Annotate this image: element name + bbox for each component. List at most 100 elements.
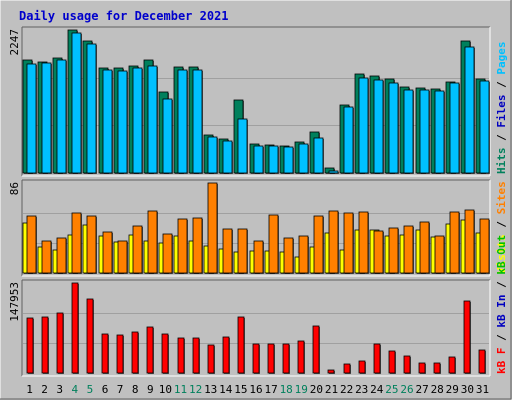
files-bar-day-1 <box>26 63 37 174</box>
legend-entry: kB F <box>495 348 508 375</box>
sites-bar-day-23 <box>358 211 369 274</box>
day-label-22: 22 <box>340 383 353 396</box>
day-label-24: 24 <box>370 383 384 396</box>
kb-f-bar-day-7 <box>116 334 124 374</box>
kb-f-bar-day-6 <box>101 333 109 374</box>
kb-f-bar-day-26 <box>403 355 411 374</box>
legend-entry: Sites <box>495 181 508 214</box>
panel-legend: kB F / kB In / kB Out <box>495 235 508 374</box>
day-label-30: 30 <box>461 383 474 396</box>
files-bar-day-4 <box>71 32 82 174</box>
day-label-27: 27 <box>415 383 428 396</box>
legend-entry: kB In <box>495 295 508 328</box>
kb-f-bar-day-10 <box>161 333 169 374</box>
sites-bar-day-30 <box>464 209 475 274</box>
sites-bar-day-21 <box>328 210 339 274</box>
legend-entry: Visits <box>495 234 508 274</box>
kb-f-bar-day-16 <box>252 343 260 374</box>
sites-bar-day-4 <box>71 212 82 274</box>
day-label-20: 20 <box>310 383 323 396</box>
kb-f-bar-day-22 <box>343 363 351 374</box>
files-bar-day-14 <box>222 140 233 174</box>
kb-f-bar-day-31 <box>478 349 486 374</box>
files-bar-day-7 <box>117 70 128 174</box>
files-bar-day-8 <box>132 67 143 174</box>
sites-bar-day-7 <box>117 240 128 274</box>
sites-bar-day-9 <box>147 210 158 274</box>
files-bar-day-30 <box>464 46 475 174</box>
files-bar-day-12 <box>192 69 203 174</box>
day-label-7: 7 <box>117 383 124 396</box>
legend-entry: / <box>495 128 508 148</box>
files-bar-day-9 <box>147 65 158 174</box>
day-label-6: 6 <box>102 383 109 396</box>
kb-f-bar-day-1 <box>26 317 34 374</box>
sites-bar-day-5 <box>86 215 97 274</box>
kb-f-bar-day-20 <box>312 325 320 374</box>
day-label-26: 26 <box>400 383 413 396</box>
kb-f-bar-day-24 <box>373 343 381 374</box>
kb-f-bar-day-23 <box>358 360 366 374</box>
kb-f-bar-day-13 <box>207 344 215 374</box>
sites-bar-day-13 <box>207 182 218 274</box>
files-bar-day-10 <box>162 98 173 174</box>
kb-f-bar-day-17 <box>267 343 275 374</box>
sites-bar-day-8 <box>132 225 143 274</box>
sites-bar-day-14 <box>222 228 233 274</box>
files-bar-day-19 <box>298 143 309 174</box>
sites-bar-day-20 <box>313 215 324 274</box>
day-label-23: 23 <box>355 383 368 396</box>
day-label-31: 31 <box>476 383 489 396</box>
day-label-16: 16 <box>249 383 262 396</box>
legend-entry: / <box>495 75 508 95</box>
sites-bar-day-18 <box>283 237 294 274</box>
kb-f-bar-day-3 <box>56 312 64 374</box>
kb-f-bar-day-25 <box>388 350 396 374</box>
day-labels: 1 2 3 4 5 6 7 8 9 10 11 12 13 14 15 16 17 18 19 20 21 22 23 24 2… <box>26 383 489 396</box>
files-bar-day-11 <box>177 69 188 174</box>
day-label-18: 18 <box>280 383 293 396</box>
sites-bar-day-29 <box>449 211 460 274</box>
kb-f-bar-day-28 <box>433 362 441 374</box>
kb-f-bar-day-4 <box>71 282 79 374</box>
legend-entry: Pages <box>495 42 508 75</box>
sites-bar-day-17 <box>268 214 279 274</box>
files-bar-day-6 <box>102 69 113 174</box>
files-bar-day-13 <box>207 136 218 174</box>
legend-entry: Files <box>495 95 508 128</box>
sites-bar-day-12 <box>192 217 203 274</box>
files-bar-day-16 <box>253 145 264 174</box>
kb-f-bar-day-29 <box>448 356 456 374</box>
kb-f-bar-day-9 <box>146 326 154 374</box>
sites-bar-day-22 <box>343 212 354 274</box>
files-bar-day-29 <box>449 82 460 174</box>
legend-entry: / <box>495 214 508 234</box>
files-bar-day-2 <box>41 62 52 174</box>
day-label-9: 9 <box>147 383 154 396</box>
sites-bar-day-15 <box>237 228 248 274</box>
files-bar-day-5 <box>86 43 97 174</box>
day-label-2: 2 <box>41 383 48 396</box>
files-bar-day-3 <box>56 59 67 174</box>
day-label-14: 14 <box>219 383 233 396</box>
kb-f-bar-day-2 <box>41 316 49 374</box>
panel-hits-files-pages: 2247 Hits / Files / Pages <box>8 26 508 177</box>
day-label-28: 28 <box>431 383 444 396</box>
kb-f-bar-day-19 <box>297 340 305 374</box>
panel-legend: Hits / Files / Pages <box>495 42 508 175</box>
day-label-25: 25 <box>385 383 398 396</box>
sites-bar-day-16 <box>253 240 264 274</box>
sites-bar-day-28 <box>434 235 445 274</box>
legend-entry: / <box>495 275 508 295</box>
panel-legend: Visits / Sites <box>495 181 508 274</box>
files-bar-day-26 <box>403 89 414 174</box>
day-label-17: 17 <box>264 383 277 396</box>
files-bar-day-24 <box>373 79 384 174</box>
kb-f-bar-day-18 <box>282 343 290 374</box>
legend-entry: kB Out <box>495 235 508 275</box>
day-label-3: 3 <box>56 383 63 396</box>
files-bar-day-28 <box>434 90 445 174</box>
kb-f-bar-day-15 <box>237 316 245 374</box>
files-bar-day-22 <box>343 106 354 174</box>
files-bar-day-23 <box>358 77 369 174</box>
